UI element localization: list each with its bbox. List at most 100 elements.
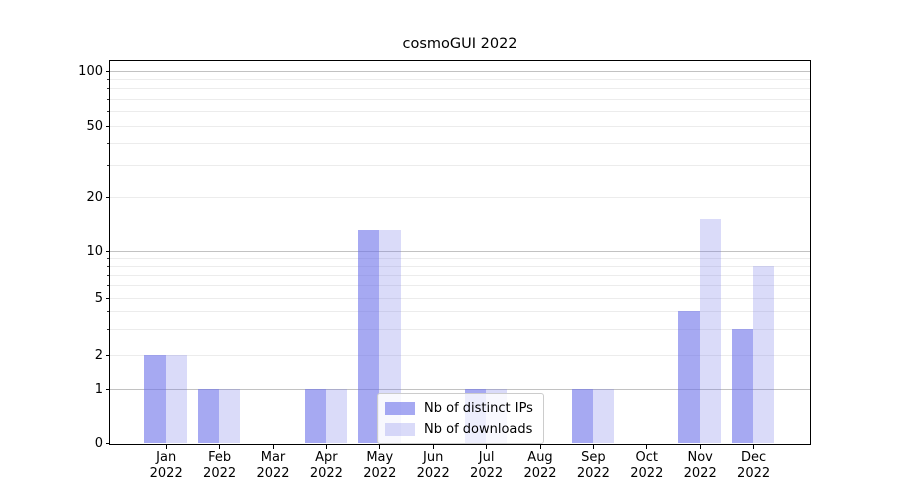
y-tick-label-1: 1 bbox=[94, 381, 103, 397]
y-tick-50 bbox=[105, 125, 109, 127]
y-minor-tick-60 bbox=[107, 111, 109, 113]
y-minor-tick-80 bbox=[107, 88, 109, 90]
x-tick-jul bbox=[486, 445, 488, 449]
x-label-month: Jul bbox=[478, 450, 495, 465]
x-label-month: Mar bbox=[260, 450, 286, 465]
y-tick-20 bbox=[105, 197, 109, 199]
y-tick-label-2: 2 bbox=[94, 347, 103, 363]
x-tick-nov bbox=[699, 445, 701, 449]
gridline-minor-3 bbox=[110, 329, 810, 331]
gridline-minor-60 bbox=[110, 111, 810, 113]
gridline-major-100 bbox=[110, 70, 810, 72]
y-minor-tick-90 bbox=[107, 78, 109, 80]
x-label-year: 2022 bbox=[683, 465, 717, 481]
bar-downloads-sep bbox=[592, 388, 615, 443]
x-tick-feb bbox=[219, 445, 221, 449]
bar-distinct-ips-dec bbox=[731, 329, 754, 443]
x-label-year: 2022 bbox=[470, 465, 504, 481]
x-label-year: 2022 bbox=[416, 465, 450, 481]
x-tick-label-jul: Jul 2022 bbox=[455, 450, 519, 481]
x-label-year: 2022 bbox=[363, 465, 397, 481]
y-minor-tick-30 bbox=[107, 165, 109, 167]
y-minor-tick-3 bbox=[107, 329, 109, 331]
y-tick-10 bbox=[105, 250, 109, 252]
x-label-month: May bbox=[366, 450, 394, 465]
y-tick-100 bbox=[105, 70, 109, 72]
bar-downloads-may bbox=[379, 230, 401, 443]
gridline-minor-6 bbox=[110, 285, 810, 287]
y-minor-tick-6 bbox=[107, 285, 109, 287]
y-tick-2 bbox=[105, 354, 109, 356]
x-tick-dec bbox=[753, 445, 755, 449]
bar-distinct-ips-may bbox=[357, 230, 380, 443]
y-tick-label-100: 100 bbox=[78, 63, 103, 79]
x-tick-jun bbox=[432, 445, 434, 449]
bar-downloads-jan bbox=[165, 354, 188, 443]
x-label-month: Nov bbox=[687, 450, 713, 465]
y-minor-tick-70 bbox=[107, 98, 109, 100]
x-label-year: 2022 bbox=[737, 465, 771, 481]
bar-downloads-nov bbox=[699, 219, 722, 443]
x-label-month: Sep bbox=[581, 450, 606, 465]
gridline-minor-5 bbox=[110, 297, 810, 299]
y-tick-label-50: 50 bbox=[86, 118, 103, 134]
y-minor-tick-8 bbox=[107, 265, 109, 267]
y-tick-label-10: 10 bbox=[86, 243, 103, 259]
x-tick-jan bbox=[165, 445, 167, 449]
x-label-month: Dec bbox=[741, 450, 767, 465]
x-tick-label-mar: Mar 2022 bbox=[241, 450, 305, 481]
legend-label-distinct-ips: Nb of distinct IPs bbox=[424, 400, 533, 416]
x-tick-sep bbox=[592, 445, 594, 449]
x-tick-label-oct: Oct 2022 bbox=[615, 450, 679, 481]
chart-title: cosmoGUI 2022 bbox=[402, 36, 518, 52]
x-tick-label-jan: Jan 2022 bbox=[134, 450, 198, 481]
bar-downloads-feb bbox=[219, 388, 241, 443]
bar-downloads-dec bbox=[753, 265, 775, 443]
x-label-month: Feb bbox=[208, 450, 232, 465]
x-tick-label-jun: Jun 2022 bbox=[401, 450, 465, 481]
x-label-year: 2022 bbox=[523, 465, 557, 481]
gridline-minor-9 bbox=[110, 257, 810, 259]
plot-inner bbox=[110, 61, 810, 444]
bar-distinct-ips-feb bbox=[197, 388, 220, 443]
x-tick-label-dec: Dec 2022 bbox=[722, 450, 786, 481]
plot-area bbox=[109, 60, 811, 445]
x-tick-aug bbox=[539, 445, 541, 449]
gridline-minor-7 bbox=[110, 274, 810, 276]
y-minor-tick-7 bbox=[107, 274, 109, 276]
gridline-minor-90 bbox=[110, 78, 810, 80]
bar-distinct-ips-jan bbox=[144, 354, 166, 443]
x-tick-label-sep: Sep 2022 bbox=[561, 450, 625, 481]
bar-distinct-ips-apr bbox=[304, 388, 326, 443]
x-label-month: Jun bbox=[423, 450, 444, 465]
y-minor-tick-40 bbox=[107, 142, 109, 144]
y-tick-label-5: 5 bbox=[94, 290, 103, 306]
x-tick-label-apr: Apr 2022 bbox=[294, 450, 358, 481]
x-tick-label-nov: Nov 2022 bbox=[668, 450, 732, 481]
legend-label-downloads: Nb of downloads bbox=[424, 421, 533, 437]
legend-entry-downloads: Nb of downloads bbox=[385, 420, 533, 438]
x-tick-label-feb: Feb 2022 bbox=[188, 450, 252, 481]
x-tick-apr bbox=[325, 445, 327, 449]
gridline-minor-50 bbox=[110, 125, 810, 127]
gridline-minor-4 bbox=[110, 311, 810, 313]
x-label-year: 2022 bbox=[203, 465, 237, 481]
x-label-year: 2022 bbox=[630, 465, 664, 481]
legend-swatch-downloads bbox=[385, 422, 415, 436]
gridline-major-10 bbox=[110, 250, 810, 252]
bar-distinct-ips-nov bbox=[678, 311, 700, 443]
x-label-year: 2022 bbox=[149, 465, 183, 481]
legend-swatch-distinct-ips bbox=[385, 401, 415, 415]
y-minor-tick-9 bbox=[107, 257, 109, 259]
x-tick-label-aug: Aug 2022 bbox=[508, 450, 572, 481]
y-minor-tick-4 bbox=[107, 311, 109, 313]
gridline-minor-30 bbox=[110, 165, 810, 167]
gridline-minor-80 bbox=[110, 88, 810, 90]
x-label-month: Jan bbox=[156, 450, 177, 465]
gridline-major-1 bbox=[110, 388, 810, 390]
y-tick-1 bbox=[105, 388, 109, 390]
gridline-minor-40 bbox=[110, 142, 810, 144]
y-tick-5 bbox=[105, 297, 109, 299]
y-tick-0 bbox=[105, 443, 109, 444]
